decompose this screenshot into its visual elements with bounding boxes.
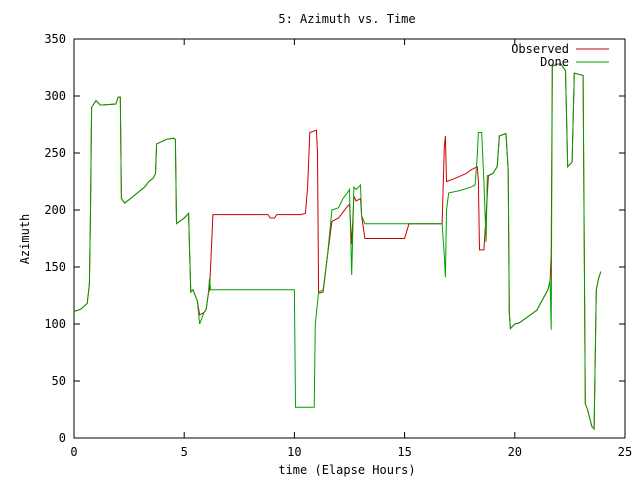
x-tick-label: 20: [508, 445, 522, 459]
y-tick-label: 350: [44, 32, 66, 46]
y-tick-label: 200: [44, 203, 66, 217]
x-tick-label: 15: [397, 445, 411, 459]
y-tick-label: 250: [44, 146, 66, 160]
series-lines: [73, 63, 602, 431]
x-tick-label: 0: [70, 445, 77, 459]
y-axis-label: Azimuth: [18, 214, 32, 265]
legend-label-done: Done: [540, 55, 569, 69]
y-tick-label: 300: [44, 89, 66, 103]
x-tick-label: 25: [618, 445, 632, 459]
x-axis-label: time (Elapse Hours): [278, 463, 415, 477]
y-tick-label: 0: [59, 431, 66, 445]
series-line-observed: [73, 63, 602, 431]
series-line-done: [73, 63, 602, 431]
y-tick-label: 100: [44, 317, 66, 331]
y-tick-label: 50: [52, 374, 66, 388]
x-tick-label: 10: [287, 445, 301, 459]
chart-title: 5: Azimuth vs. Time: [278, 12, 415, 26]
x-tick-label: 5: [181, 445, 188, 459]
legend-label-observed: Observed: [511, 42, 569, 56]
y-tick-label: 150: [44, 260, 66, 274]
plot-frame: [73, 38, 626, 439]
